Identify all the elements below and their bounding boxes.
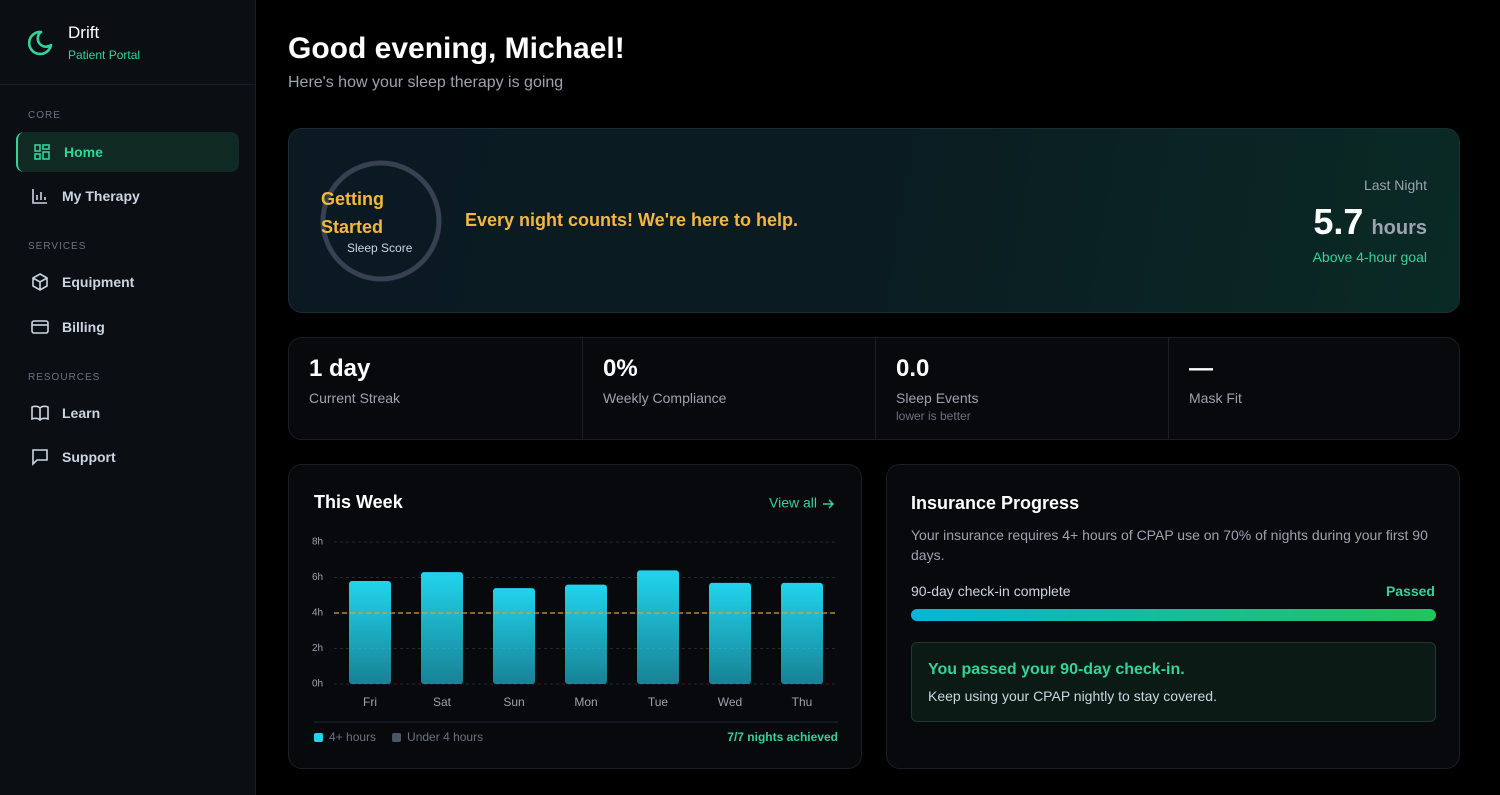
insurance-card: Insurance Progress Your insurance requir… [886,464,1460,769]
x-tick-label: Sun [503,695,524,709]
stat-label: Weekly Compliance [603,390,727,406]
progress-track [911,609,1436,621]
bar [637,570,679,684]
nav-label: Equipment [62,274,135,290]
week-card: This Week View all 0h 2h 4h 6h 8h Fri Sat Sun Mon T… [288,464,862,769]
x-tick-label: Fri [363,695,377,709]
y-tick-label: 8h [312,537,323,548]
callout-title: You passed your 90-day check-in. [928,661,1185,678]
nav-item[interactable]: Support [28,437,239,477]
stat: — Mask Fit [1168,338,1461,439]
callout-text: Keep using your CPAP nightly to stay cov… [928,688,1217,704]
nav-label: Billing [62,319,105,335]
brand: Drift [68,23,100,42]
bar [709,582,751,684]
insurance-description: Your insurance requires 4+ hours of CPAP… [911,527,1428,563]
x-tick-label: Sat [433,695,452,709]
callout: You passed your 90-day check-in. Keep us… [911,642,1436,722]
nav-item[interactable]: My Therapy [28,176,239,216]
view-all-link[interactable]: View all [769,495,817,511]
y-tick-label: 0h [312,679,323,690]
y-tick-label: 2h [312,643,323,654]
nav-label: Home [64,144,103,160]
nav-label: Support [62,449,116,465]
y-tick-label: 6h [312,572,323,583]
goal-note: Above 4-hour goal [1312,249,1427,265]
hours-unit: hours [1371,217,1427,239]
stat-value: — [1189,355,1213,382]
stat: 1 day Current Streak [289,338,582,439]
page-title: Good evening, Michael! [288,32,625,65]
week-chart: This Week View all 0h 2h 4h 6h 8h Fri Sat Sun Mon T… [312,492,838,744]
x-tick-label: Mon [574,695,597,709]
hero-message: Every night counts! We're here to help. [465,210,799,230]
bar [493,588,535,684]
section-label: SERVICES [28,241,87,252]
nav-item[interactable]: Equipment [28,262,239,302]
last-night-label: Last Night [1363,177,1427,193]
stat-label: Sleep Events [896,390,979,406]
stat-value: 0.0 [896,355,930,382]
nav-item[interactable]: Billing [28,307,239,347]
insurance-title: Insurance Progress [911,493,1080,513]
x-tick-label: Wed [718,695,742,709]
legend-label: Under 4 hours [407,730,483,744]
x-tick-label: Tue [648,695,669,709]
hours-row: 5.7 hours [1313,201,1427,243]
nav-item[interactable]: Learn [28,393,239,433]
score-label: Sleep Score [347,241,413,255]
stat-value: 1 day [309,355,371,382]
y-tick-label: 4h [312,608,323,619]
page-subtitle: Here's how your sleep therapy is going [288,74,564,91]
bar [565,584,607,684]
stat-value: 0% [603,355,638,382]
stat-note: lower is better [896,409,971,423]
chart-title: This Week [314,492,404,512]
progress-label: 90-day check-in complete [911,583,1071,599]
hours-value: 5.7 [1313,201,1364,242]
brand-subtitle: Patient Portal [68,48,141,62]
stat: 0% Weekly Compliance [582,338,875,439]
link-arrow [823,499,835,509]
section-label: CORE [28,110,61,121]
stat-label: Mask Fit [1189,390,1242,406]
nav-item[interactable]: Home [16,132,239,172]
bar [421,572,463,684]
chart-summary: 7/7 nights achieved [727,730,838,744]
divider [0,84,256,85]
bar [349,581,391,684]
logo [27,30,53,56]
hero-card: Getting Started Sleep Score Every night … [288,128,1460,313]
stat: 0.0 Sleep Events lower is better [875,338,1168,439]
progress-fill [911,609,1436,621]
sidebar: Drift Patient Portal CORE Home My Therap… [0,0,256,795]
legend-label: 4+ hours [329,730,376,744]
nav-label: My Therapy [62,188,140,204]
section-label: RESOURCES [28,372,101,383]
stats-card: 1 day Current Streak 0% Weekly Compliance 0.… [288,337,1460,440]
legend-swatch [314,733,323,742]
x-tick-label: Thu [792,695,813,709]
score-title: Getting Started [321,189,384,237]
score-ring [320,160,442,282]
nav-label: Learn [62,405,101,421]
legend-swatch [392,733,402,742]
progress-status: Passed [1385,583,1435,599]
stat-label: Current Streak [309,390,401,406]
bar [781,582,823,684]
